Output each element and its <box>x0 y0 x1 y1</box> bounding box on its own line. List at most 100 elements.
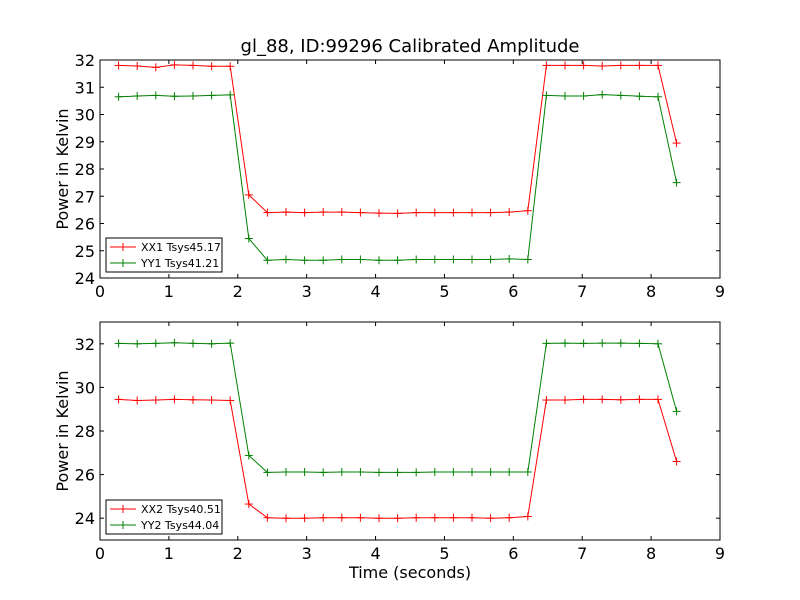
data-point <box>486 467 495 476</box>
data-point <box>114 92 123 101</box>
data-point <box>616 395 625 404</box>
x-tick-label: 2 <box>233 282 243 301</box>
data-point <box>654 61 662 70</box>
legend-marker <box>119 505 127 513</box>
data-point <box>523 255 532 264</box>
data-point <box>263 256 272 265</box>
data-point <box>356 467 365 476</box>
y-tick-label: 30 <box>75 106 95 125</box>
data-point <box>468 513 476 522</box>
y-axis-label: Power in Kelvin <box>53 370 72 491</box>
data-point <box>412 255 421 264</box>
data-point <box>598 339 607 348</box>
data-point <box>616 91 625 100</box>
data-point <box>505 254 514 263</box>
data-point <box>672 178 681 187</box>
data-point <box>282 255 290 264</box>
data-point <box>170 395 179 404</box>
y-tick-label: 27 <box>75 187 95 206</box>
y-tick-label: 32 <box>75 335 95 354</box>
y-axis-label: Power in Kelvin <box>53 108 72 229</box>
data-point <box>449 208 458 217</box>
y-tick-label: 25 <box>75 242 95 261</box>
y-tick-label: 28 <box>75 422 95 441</box>
data-point <box>133 91 142 100</box>
x-tick-label: 1 <box>164 282 174 301</box>
data-point <box>337 255 346 264</box>
data-point <box>226 396 235 405</box>
data-point <box>189 395 197 404</box>
data-point <box>598 395 607 404</box>
data-point <box>449 255 458 264</box>
data-point <box>300 514 309 523</box>
legend: XX2 Tsys40.51 YY2 Tsys44.04 <box>105 499 223 535</box>
data-point <box>337 467 346 476</box>
chart-title: gl_88, ID:99296 Calibrated Amplitude <box>241 36 580 57</box>
data-point <box>430 255 439 264</box>
data-point <box>207 339 216 348</box>
data-point <box>375 468 383 477</box>
data-point <box>561 396 569 405</box>
data-point <box>635 61 644 70</box>
x-tick-label: 6 <box>508 544 518 563</box>
data-point <box>468 208 476 217</box>
data-point <box>579 339 588 348</box>
x-tick-label: 7 <box>577 282 587 301</box>
legend-box <box>105 237 223 273</box>
data-point <box>337 208 346 217</box>
y-tick-label: 29 <box>75 133 95 152</box>
data-point <box>598 61 607 70</box>
data-point <box>151 396 160 405</box>
data-point <box>226 62 235 71</box>
data-point <box>542 91 551 100</box>
data-point <box>356 208 365 217</box>
data-point <box>170 338 179 347</box>
data-point <box>356 255 365 264</box>
data-point <box>468 467 476 476</box>
data-point <box>654 395 662 404</box>
y-tick-label: 24 <box>75 509 95 528</box>
data-point <box>207 396 216 405</box>
x-axis-label: Time (seconds) <box>348 563 471 582</box>
data-point <box>244 190 253 199</box>
data-point <box>151 63 160 72</box>
data-point <box>393 468 402 477</box>
data-point <box>579 395 588 404</box>
legend-marker <box>119 243 127 251</box>
data-point <box>486 514 495 523</box>
data-point <box>244 234 253 243</box>
data-point <box>486 255 495 264</box>
data-point <box>337 513 346 522</box>
plot-frame <box>99 59 721 279</box>
y-tick-label: 31 <box>75 78 95 97</box>
y-tick-label: 26 <box>75 215 95 234</box>
data-point <box>114 339 123 348</box>
x-tick-label: 9 <box>715 544 725 563</box>
data-point <box>207 91 216 100</box>
x-tick-label: 8 <box>646 282 656 301</box>
x-tick-label: 2 <box>233 544 243 563</box>
data-point <box>505 467 514 476</box>
data-point <box>319 256 328 265</box>
data-point <box>579 91 588 100</box>
data-point <box>375 256 383 265</box>
y-tick-label: 28 <box>75 160 95 179</box>
data-point <box>375 514 383 523</box>
data-point <box>430 467 439 476</box>
y-tick-label: 26 <box>75 466 95 485</box>
data-point <box>579 61 588 70</box>
data-point <box>561 61 569 70</box>
data-point <box>635 92 644 101</box>
data-point <box>282 208 290 217</box>
legend-label: XX2 Tsys40.51 <box>141 503 221 516</box>
data-point <box>430 513 439 522</box>
data-point <box>226 90 235 99</box>
data-point <box>170 60 179 69</box>
data-point <box>300 208 309 217</box>
x-tick-label: 8 <box>646 544 656 563</box>
data-point <box>319 208 328 217</box>
data-point <box>244 451 253 460</box>
data-point <box>523 206 532 215</box>
legend-label: XX1 Tsys45.17 <box>141 241 221 254</box>
